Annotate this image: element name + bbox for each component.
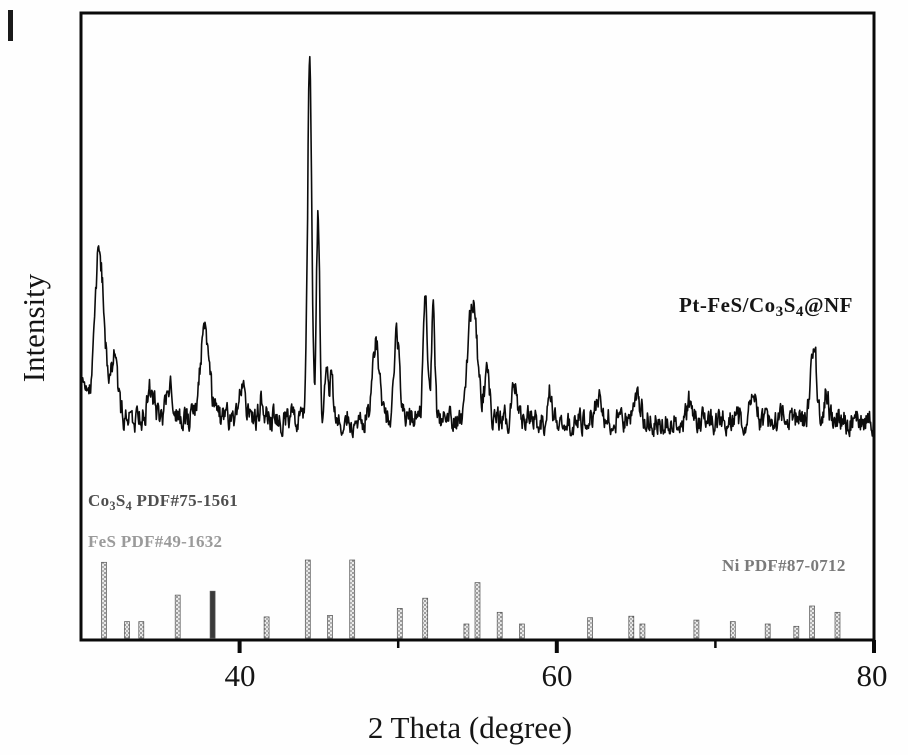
ref-stick-ni xyxy=(809,605,815,639)
x-tick-label-40: 40 xyxy=(225,658,256,693)
ref-stick-co3s4 xyxy=(396,608,403,639)
ref-stick-fes xyxy=(639,623,646,639)
ref-stick-co3s4 xyxy=(834,611,841,639)
ref-stick-co3s4 xyxy=(474,582,481,639)
y-axis-title: Intensity xyxy=(16,273,51,382)
plot-frame xyxy=(79,11,876,642)
ref-stick-ni xyxy=(422,597,429,639)
ref-stick-fes xyxy=(174,594,181,639)
xrd-trace-line xyxy=(80,55,875,439)
ref-stick-fes xyxy=(519,623,525,639)
ref-stick-fes xyxy=(496,611,503,639)
ref-stick-fes xyxy=(138,621,145,639)
ref-label-fes-pdf: FeS PDF#49-1632 xyxy=(88,532,222,551)
ref-stick-co3s4 xyxy=(101,561,107,639)
ref-stick-fes xyxy=(263,616,270,639)
ref-stick-co3s4 xyxy=(628,615,635,639)
ref-stick-fes xyxy=(729,621,736,639)
scan-artifact-mark xyxy=(8,10,13,41)
ref-stick-ni xyxy=(304,559,311,639)
ref-stick-co3s4 xyxy=(209,590,216,639)
ref-label-ni-pdf: Ni PDF#87-0712 xyxy=(722,556,846,575)
ref-stick-fes xyxy=(463,623,470,639)
ref-stick-fes xyxy=(764,623,771,639)
x-axis-ticks xyxy=(237,640,876,653)
ref-stick-co3s4 xyxy=(124,621,130,639)
ref-stick-fes xyxy=(693,619,700,639)
x-tick-label-80: 80 xyxy=(857,658,888,693)
ref-stick-fes xyxy=(587,617,593,639)
x-axis-title: 2 Theta (degree) xyxy=(368,710,572,745)
ref-stick-fes xyxy=(327,615,333,639)
ref-label-co3s4-pdf: Co3S4 PDF#75-1561 xyxy=(88,491,238,513)
reference-stick-patterns xyxy=(101,559,841,639)
ref-stick-fes xyxy=(793,625,800,639)
series-label-pt-fes-co3s4-nf: Pt-FeS/Co3S4@NF xyxy=(679,293,853,320)
ref-stick-co3s4 xyxy=(349,559,356,639)
x-tick-label-60: 60 xyxy=(542,658,573,693)
